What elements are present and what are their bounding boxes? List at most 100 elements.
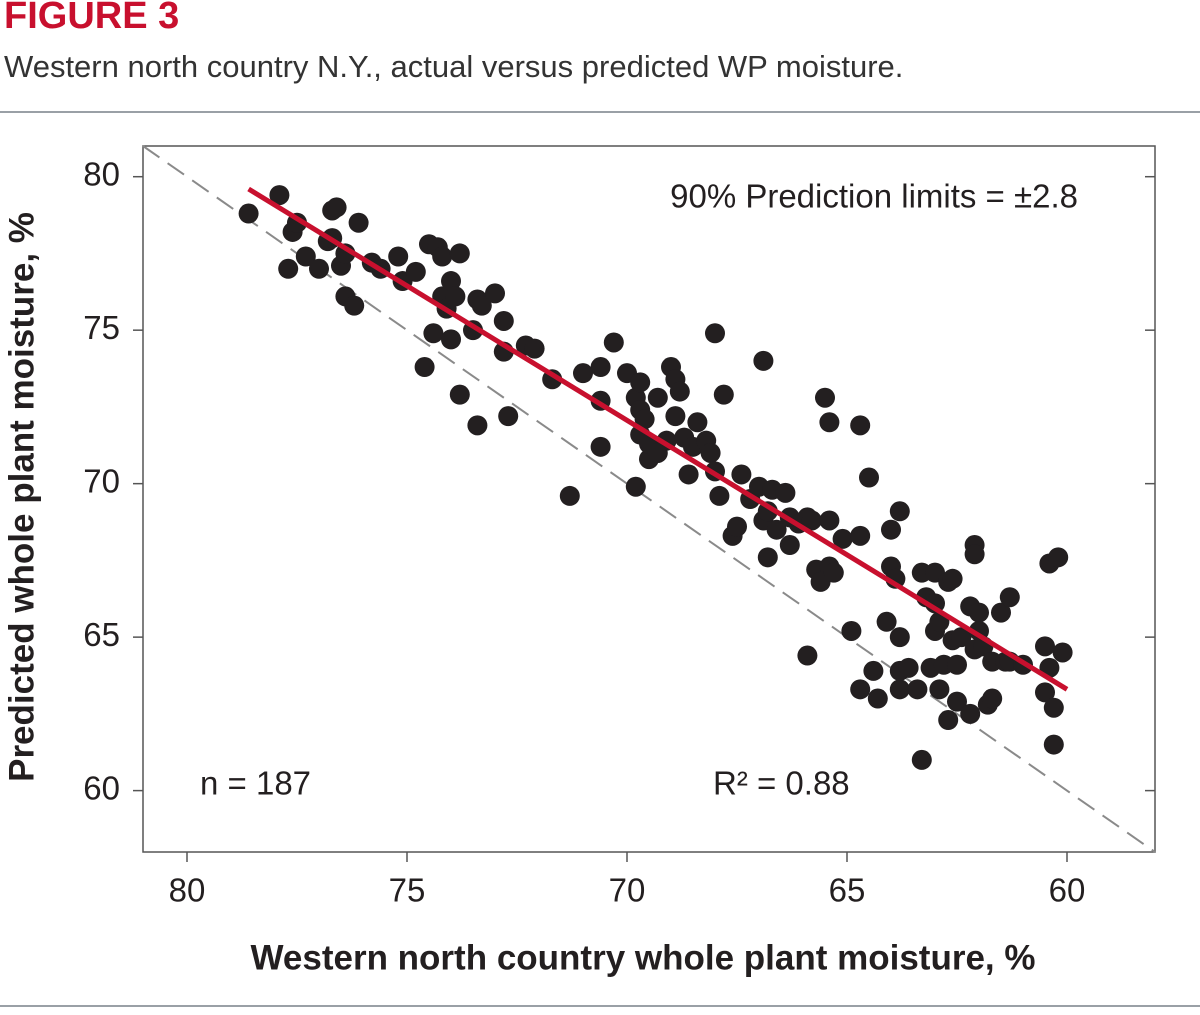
figure-header: FIGURE 3 (4, 0, 179, 37)
data-point (867, 688, 888, 709)
x-axis-label: Western north country whole plant moistu… (251, 938, 1036, 977)
data-point (801, 510, 822, 531)
data-point (441, 271, 461, 292)
data-point (863, 660, 884, 681)
data-point (841, 620, 862, 641)
data-point (850, 415, 871, 436)
data-point (779, 535, 800, 556)
data-point (850, 525, 871, 546)
data-point (295, 246, 316, 267)
y-tick-label: 80 (83, 155, 120, 192)
data-point (947, 654, 967, 675)
x-tick-label: 60 (1049, 872, 1086, 909)
data-point (832, 528, 853, 549)
fit-line (247, 186, 1069, 692)
data-point (757, 501, 778, 522)
data-point (309, 258, 329, 279)
data-point (876, 611, 897, 632)
data-point (942, 568, 963, 589)
data-point (881, 519, 901, 540)
data-point (498, 406, 519, 427)
data-point (1043, 734, 1064, 755)
data-point (889, 679, 910, 700)
data-point (625, 476, 646, 497)
data-point (991, 602, 1011, 623)
data-point (647, 387, 668, 408)
data-point (982, 688, 1003, 709)
y-tick-label: 60 (83, 769, 120, 806)
y-tick-label: 70 (83, 462, 120, 499)
data-point (238, 203, 259, 224)
data-point (432, 246, 453, 267)
data-point (590, 357, 611, 378)
data-point (449, 243, 470, 264)
data-point (775, 482, 796, 503)
data-point (445, 286, 466, 307)
data-point (1035, 636, 1055, 657)
reference-line (142, 145, 1156, 853)
plot-frame (142, 145, 1156, 853)
data-point (969, 602, 989, 623)
data-point (889, 627, 910, 648)
data-point (898, 657, 919, 678)
data-point (344, 295, 365, 316)
data-point (269, 185, 290, 206)
data-point (467, 415, 488, 436)
data-point (999, 587, 1020, 608)
data-point (414, 357, 435, 378)
y-axis-label: Predicted whole plant moisture, % (2, 212, 41, 782)
data-point (1043, 697, 1064, 718)
data-point (1035, 682, 1055, 703)
data-point (388, 246, 409, 267)
data-point (815, 387, 835, 408)
data-point (493, 310, 514, 331)
chart-title: Western north country N.Y., actual versu… (4, 49, 903, 84)
data-point (278, 258, 299, 279)
data-point (907, 679, 928, 700)
data-point (441, 329, 461, 350)
data-point (1052, 642, 1073, 663)
data-point (405, 261, 426, 282)
data-point (423, 323, 444, 344)
annotation: n = 187 (200, 765, 311, 802)
annotation: R² = 0.88 (713, 765, 850, 802)
data-point (573, 363, 593, 384)
data-point (700, 442, 721, 463)
data-point (911, 749, 932, 770)
data-point (850, 679, 871, 700)
data-point (687, 412, 708, 433)
data-point (964, 544, 985, 565)
annotation: 90% Prediction limits = ±2.8 (670, 178, 1078, 215)
data-point (669, 381, 690, 402)
data-point (951, 627, 972, 648)
data-point (757, 547, 778, 568)
data-point (753, 350, 774, 371)
data-point (859, 467, 879, 488)
data-point (727, 516, 747, 537)
data-point (819, 412, 840, 433)
data-point (449, 384, 470, 405)
y-tick-label: 75 (83, 309, 120, 346)
data-point (823, 562, 844, 583)
data-point (929, 679, 950, 700)
data-point (634, 409, 655, 430)
data-point (326, 197, 347, 218)
data-point (348, 212, 369, 233)
data-point (471, 295, 492, 316)
data-point (524, 338, 545, 359)
x-tick-label: 70 (609, 872, 646, 909)
data-point (797, 645, 818, 666)
data-point (590, 436, 611, 457)
data-point (705, 323, 725, 344)
data-point (889, 501, 910, 522)
data-point (713, 384, 734, 405)
data-point (678, 464, 699, 485)
x-tick-label: 65 (829, 872, 866, 909)
y-tick-label: 65 (83, 616, 120, 653)
x-tick-label: 75 (389, 872, 426, 909)
data-point (947, 691, 967, 712)
data-point (630, 372, 651, 393)
data-point (709, 485, 730, 506)
data-point (731, 464, 752, 485)
